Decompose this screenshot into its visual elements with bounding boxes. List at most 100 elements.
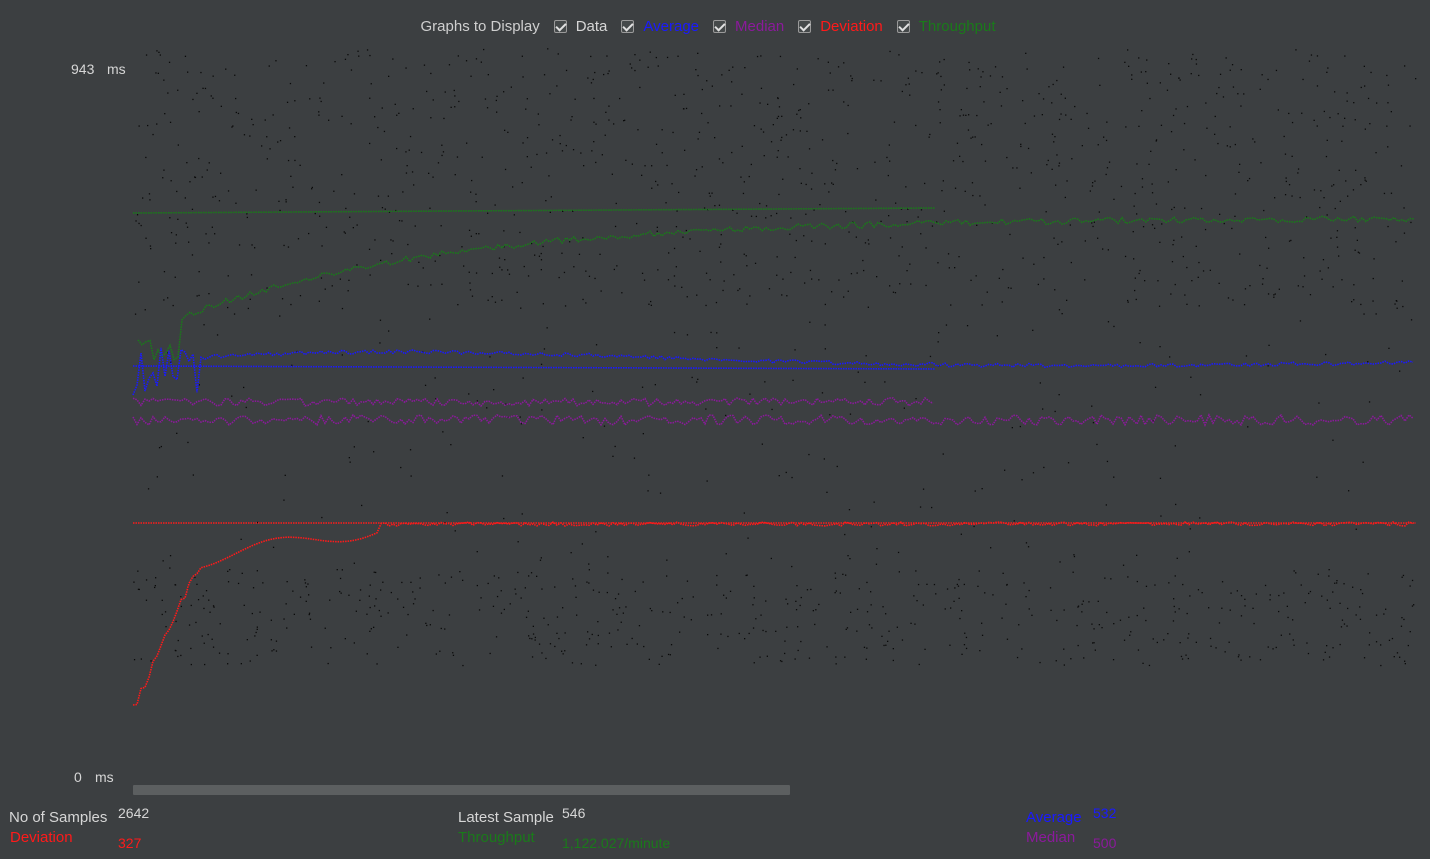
data-point (957, 585, 960, 587)
data-point (588, 569, 590, 571)
median-checkbox[interactable] (713, 19, 727, 33)
data-point (234, 74, 236, 76)
data-point (305, 65, 308, 67)
deviation-label: Deviation (820, 17, 883, 35)
data-point (1160, 124, 1163, 126)
data-point (1149, 97, 1151, 100)
data-point (527, 610, 529, 612)
data-point (1344, 117, 1346, 119)
data-point (1025, 542, 1028, 544)
data-point (898, 571, 900, 573)
data-point (1289, 633, 1291, 635)
data-point (786, 626, 788, 628)
data-point (294, 100, 296, 102)
data-point (430, 284, 432, 286)
data-point (580, 663, 582, 665)
data-point (650, 304, 652, 306)
data-point (990, 123, 992, 125)
data-point (808, 657, 811, 659)
data-point (780, 139, 782, 141)
data-point (935, 593, 937, 595)
data-point (1360, 86, 1362, 89)
data-point (1372, 300, 1374, 302)
data-point (570, 119, 572, 121)
data-point (361, 504, 363, 507)
toggle-average[interactable]: Average (621, 18, 699, 35)
data-point (686, 334, 689, 336)
data-point (343, 231, 345, 233)
data-point (463, 265, 465, 267)
toggle-median[interactable]: Median (713, 18, 784, 35)
data-point (776, 117, 778, 119)
data-point (1049, 587, 1052, 589)
data-point (1355, 528, 1357, 530)
data-point (921, 72, 923, 74)
data-point (414, 598, 416, 600)
horizontal-scrollbar[interactable] (133, 785, 790, 795)
data-point (522, 377, 524, 379)
data-point (805, 183, 807, 186)
data-point (710, 331, 712, 334)
data-point (321, 245, 323, 247)
data-point (983, 101, 985, 103)
data-point (1291, 121, 1294, 124)
data-point (1325, 155, 1328, 158)
throughput-checkbox[interactable] (896, 19, 910, 33)
data-point (870, 604, 872, 606)
data-point (517, 571, 519, 574)
data-point (591, 633, 593, 636)
data-point (208, 242, 210, 244)
data-point (1028, 608, 1030, 610)
data-point (796, 585, 798, 587)
data-point (401, 220, 403, 222)
data-point (1145, 71, 1147, 73)
data-point (966, 87, 968, 90)
data-point (671, 183, 673, 185)
data-point (915, 570, 917, 572)
data-point (457, 55, 459, 57)
data-point (1346, 625, 1348, 627)
data-point (967, 129, 970, 131)
data-checkbox[interactable] (553, 19, 567, 33)
toggle-throughput[interactable]: Throughput (896, 18, 996, 35)
data-point (942, 180, 944, 182)
data-point (1052, 83, 1054, 86)
data-point (662, 611, 664, 613)
data-point (456, 156, 459, 158)
data-point (940, 75, 942, 78)
data-point (1188, 551, 1190, 553)
average-checkbox[interactable] (621, 19, 635, 33)
data-point (650, 300, 652, 303)
data-point (845, 574, 847, 576)
data-point (546, 327, 548, 329)
data-point (201, 635, 203, 637)
data-point (808, 453, 810, 456)
data-point (148, 193, 151, 195)
toggle-deviation[interactable]: Deviation (798, 18, 883, 35)
data-point (285, 603, 287, 605)
deviation-checkbox[interactable] (798, 19, 812, 33)
data-point (558, 276, 560, 279)
data-point (1064, 97, 1066, 99)
data-point (636, 643, 638, 645)
data-point (1219, 213, 1221, 215)
data-point (353, 642, 355, 644)
toggle-data[interactable]: Data (553, 18, 607, 35)
data-point (593, 97, 595, 100)
data-point (814, 623, 816, 626)
data-point (901, 90, 903, 93)
data-point (729, 590, 732, 592)
data-point (557, 53, 559, 55)
data-point (407, 243, 409, 246)
data-point (501, 475, 504, 477)
data-point (138, 588, 140, 591)
data-point (1231, 64, 1234, 66)
data-point (1287, 616, 1289, 619)
data-point (1148, 163, 1150, 165)
data-point (1043, 256, 1045, 259)
data-point (939, 122, 941, 124)
data-point (744, 638, 746, 640)
data-point (252, 124, 254, 126)
data-point (1320, 190, 1322, 192)
data-point (910, 283, 912, 285)
